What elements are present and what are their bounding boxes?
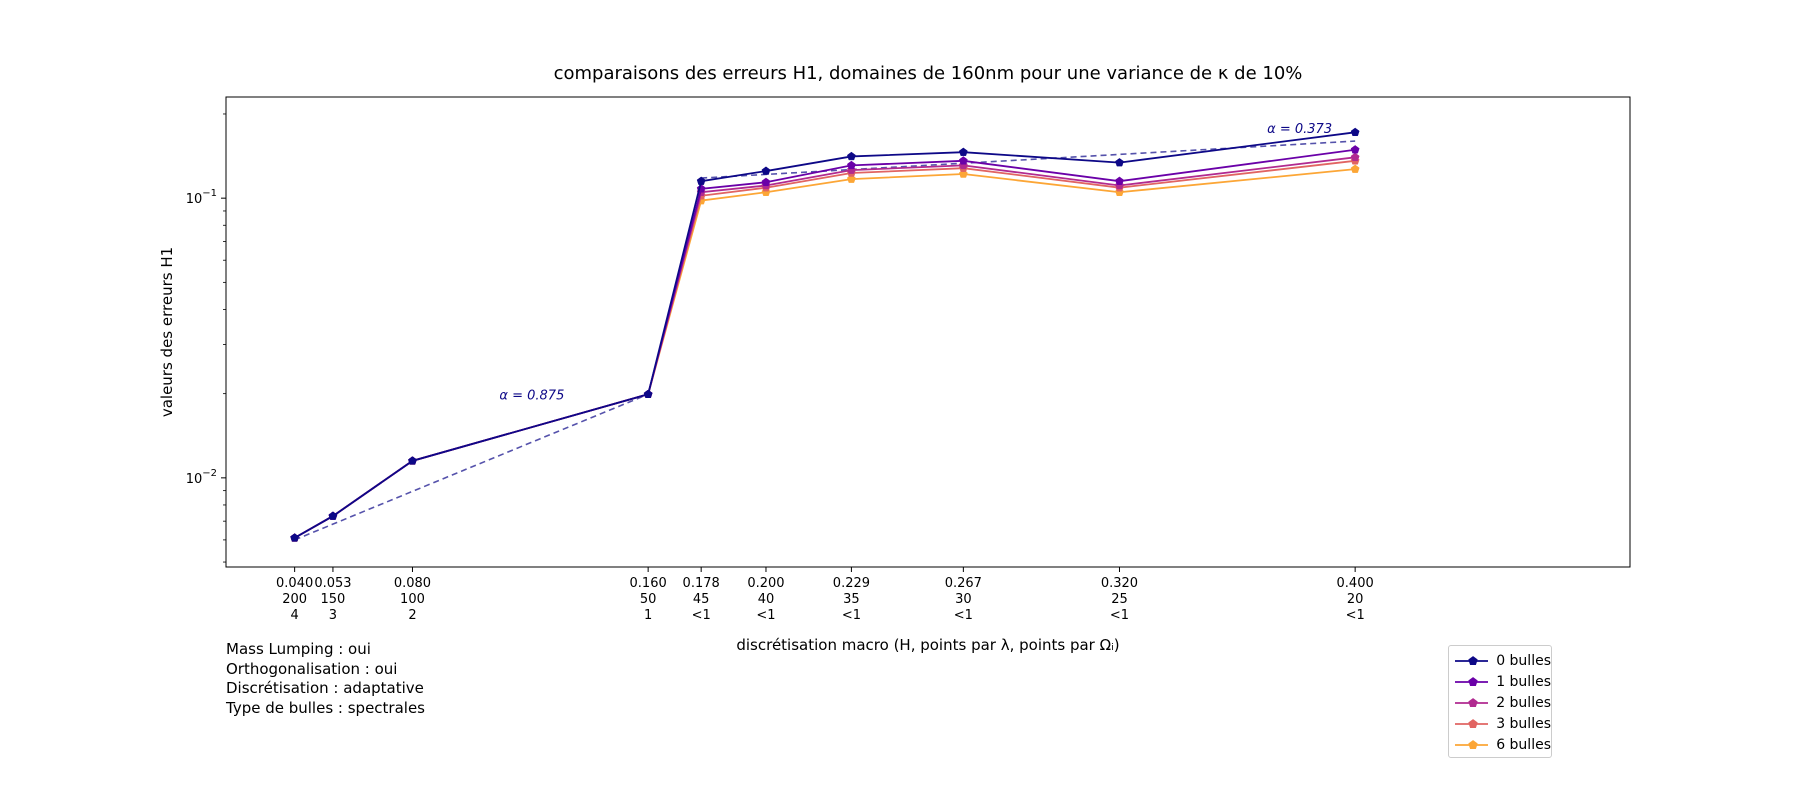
data-point — [696, 176, 706, 185]
fit-annotation: α = 0.373 — [1267, 122, 1332, 137]
x-tick-label: 0.267 — [945, 576, 982, 591]
x-tick-label: 40 — [758, 592, 775, 607]
x-tick-label: 3 — [329, 608, 337, 623]
info-line-bubble-type: Type de bulles : spectrales — [226, 698, 425, 717]
legend-label: 0 bulles — [1496, 652, 1551, 669]
y-tick-label: 10−1 — [186, 188, 217, 207]
series-3-bulles — [290, 156, 1360, 542]
x-tick-label: 0.178 — [683, 576, 720, 591]
series-2-bulles — [290, 152, 1360, 542]
info-line-orthogonalisation: Orthogonalisation : oui — [226, 659, 398, 678]
x-tick-label: 20 — [1347, 592, 1364, 607]
fit-annotation: α = 0.875 — [499, 388, 564, 403]
legend-label: 2 bulles — [1496, 694, 1551, 711]
plot-area — [225, 96, 1631, 568]
data-point — [761, 177, 771, 186]
x-tick-label: 0.040 — [276, 576, 313, 591]
data-point — [1350, 145, 1360, 154]
series-line — [294, 159, 1356, 539]
series-6-bulles — [290, 164, 1360, 542]
x-tick-label: 0.200 — [747, 576, 784, 591]
y-tick-label: 10−2 — [186, 468, 217, 487]
x-tick-label: <1 — [1346, 608, 1365, 623]
x-tick-label: 0.229 — [833, 576, 870, 591]
x-tick-label: 0.080 — [394, 576, 431, 591]
x-tick-label: 200 — [282, 592, 307, 607]
data-point — [958, 147, 968, 156]
legend-swatch — [1455, 676, 1489, 686]
series-1-bulles — [290, 145, 1360, 542]
x-tick-label: <1 — [954, 608, 973, 623]
legend-swatch — [1455, 655, 1489, 665]
info-line-mass-lumping: Mass Lumping : oui — [226, 640, 371, 658]
legend-label: 6 bulles — [1496, 736, 1551, 753]
x-tick-label: <1 — [842, 608, 861, 623]
legend-item: 3 bulles — [1449, 713, 1551, 734]
x-tick-label: 50 — [640, 592, 657, 607]
data-point — [328, 511, 338, 520]
data-point — [290, 533, 300, 542]
fit-lines: α = 0.875 α = 0.373 — [294, 122, 1356, 541]
x-tick-label: 0.320 — [1101, 576, 1138, 591]
data-point — [847, 151, 856, 161]
data-point — [1115, 158, 1124, 167]
series-0-bulles — [290, 127, 1360, 542]
x-tick-label: <1 — [692, 608, 711, 623]
x-tick-label: 0.160 — [630, 576, 667, 591]
data-point — [958, 156, 968, 165]
legend-item: 0 bulles — [1449, 650, 1551, 671]
data-point — [643, 389, 653, 398]
x-tick-label: 4 — [290, 608, 298, 623]
x-tick-label: 35 — [843, 592, 860, 607]
data-point — [1115, 176, 1124, 185]
x-axis-label: discrétisation macro (H, points par λ, p… — [736, 636, 1119, 654]
x-tick-label: 100 — [400, 592, 425, 607]
x-tick-label: <1 — [756, 608, 775, 623]
fit-line — [294, 393, 649, 541]
data-point — [761, 166, 771, 175]
x-tick-label: 2 — [408, 608, 416, 623]
series-line — [294, 148, 1356, 539]
x-tick-label: <1 — [1110, 608, 1129, 623]
data-point — [847, 160, 856, 170]
legend-swatch — [1455, 718, 1489, 728]
data-point — [1350, 127, 1360, 137]
legend-swatch — [1455, 697, 1489, 707]
legend-item: 2 bulles — [1449, 692, 1551, 713]
legend-swatch — [1455, 739, 1489, 749]
data-point — [1350, 164, 1360, 173]
legend-item: 1 bulles — [1449, 671, 1551, 692]
x-tick-label: 45 — [693, 592, 710, 607]
data-point — [1350, 152, 1360, 162]
legend-item: 6 bulles — [1449, 734, 1551, 755]
data-point — [408, 456, 417, 465]
data-series — [290, 127, 1360, 542]
fit-line — [701, 140, 1356, 179]
x-tick-label: 1 — [644, 608, 652, 623]
series-line — [294, 156, 1356, 539]
series-line — [294, 168, 1356, 539]
chart-legend: 0 bulles 1 bulles 2 bulles 3 bulles 6 bulles — [1448, 645, 1552, 758]
x-tick-label: 150 — [321, 592, 346, 607]
x-tick-label: 25 — [1111, 592, 1128, 607]
info-line-discretisation: Discrétisation : adaptative — [226, 679, 424, 697]
y-axis-label: valeurs des erreurs H1 — [158, 247, 176, 417]
chart-title: comparaisons des erreurs H1, domaines de… — [554, 63, 1303, 84]
legend-label: 3 bulles — [1496, 715, 1551, 732]
legend-label: 1 bulles — [1496, 673, 1551, 690]
x-tick-label: 0.053 — [314, 576, 351, 591]
x-tick-label: 30 — [955, 592, 972, 607]
parameters-info: Mass Lumping : oui Orthogonalisation : o… — [226, 640, 425, 718]
x-tick-label: 0.400 — [1337, 576, 1374, 591]
series-line — [294, 131, 1356, 539]
